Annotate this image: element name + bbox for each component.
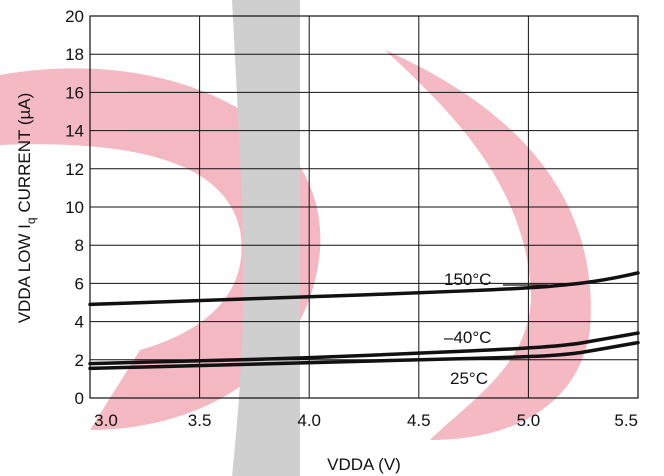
x-tick-label: 3.0 (94, 411, 118, 430)
x-tick-label: 4.5 (407, 411, 431, 430)
y-tick-label: 8 (75, 236, 84, 255)
watermark-logo (0, 0, 591, 476)
x-axis-title: VDDA (V) (327, 455, 401, 474)
series-group (88, 271, 640, 371)
curve-label-25c: 25°C (450, 369, 488, 388)
y-tick-label: 18 (65, 45, 84, 64)
series-line-25c (88, 340, 640, 371)
watermark-red-swoosh (385, 50, 591, 440)
plot-frame (89, 15, 639, 399)
y-tick-label: 0 (75, 389, 84, 408)
y-tick-label: 10 (65, 198, 84, 217)
tick-labels: 0 2 4 6 8 10 12 14 16 18 20 3.0 3.5 4.0 4.5 5.0 5.5 (65, 7, 638, 430)
y-tick-label: 16 (65, 83, 84, 102)
y-tick-label: 12 (65, 160, 84, 179)
y-tick-label: 6 (75, 274, 84, 293)
x-tick-label: 3.5 (188, 411, 212, 430)
series-line-minus40c (88, 331, 640, 366)
x-tick-label: 5.0 (517, 411, 541, 430)
series-line-150c (88, 271, 640, 307)
y-axis-title-subscript: q (24, 217, 38, 224)
y-tick-label: 2 (75, 351, 84, 370)
y-tick-label: 14 (65, 122, 84, 141)
y-tick-label: 20 (65, 7, 84, 26)
curve-label-150c: 150°C (444, 270, 491, 289)
curve-label-minus40c: –40°C (444, 328, 491, 347)
x-tick-label: 4.0 (297, 411, 321, 430)
x-tick-label: 5.5 (614, 411, 638, 430)
y-tick-label: 4 (75, 313, 84, 332)
axes (89, 15, 639, 399)
y-axis-title: VDDA LOW Iq CURRENT (µA) (15, 93, 38, 324)
